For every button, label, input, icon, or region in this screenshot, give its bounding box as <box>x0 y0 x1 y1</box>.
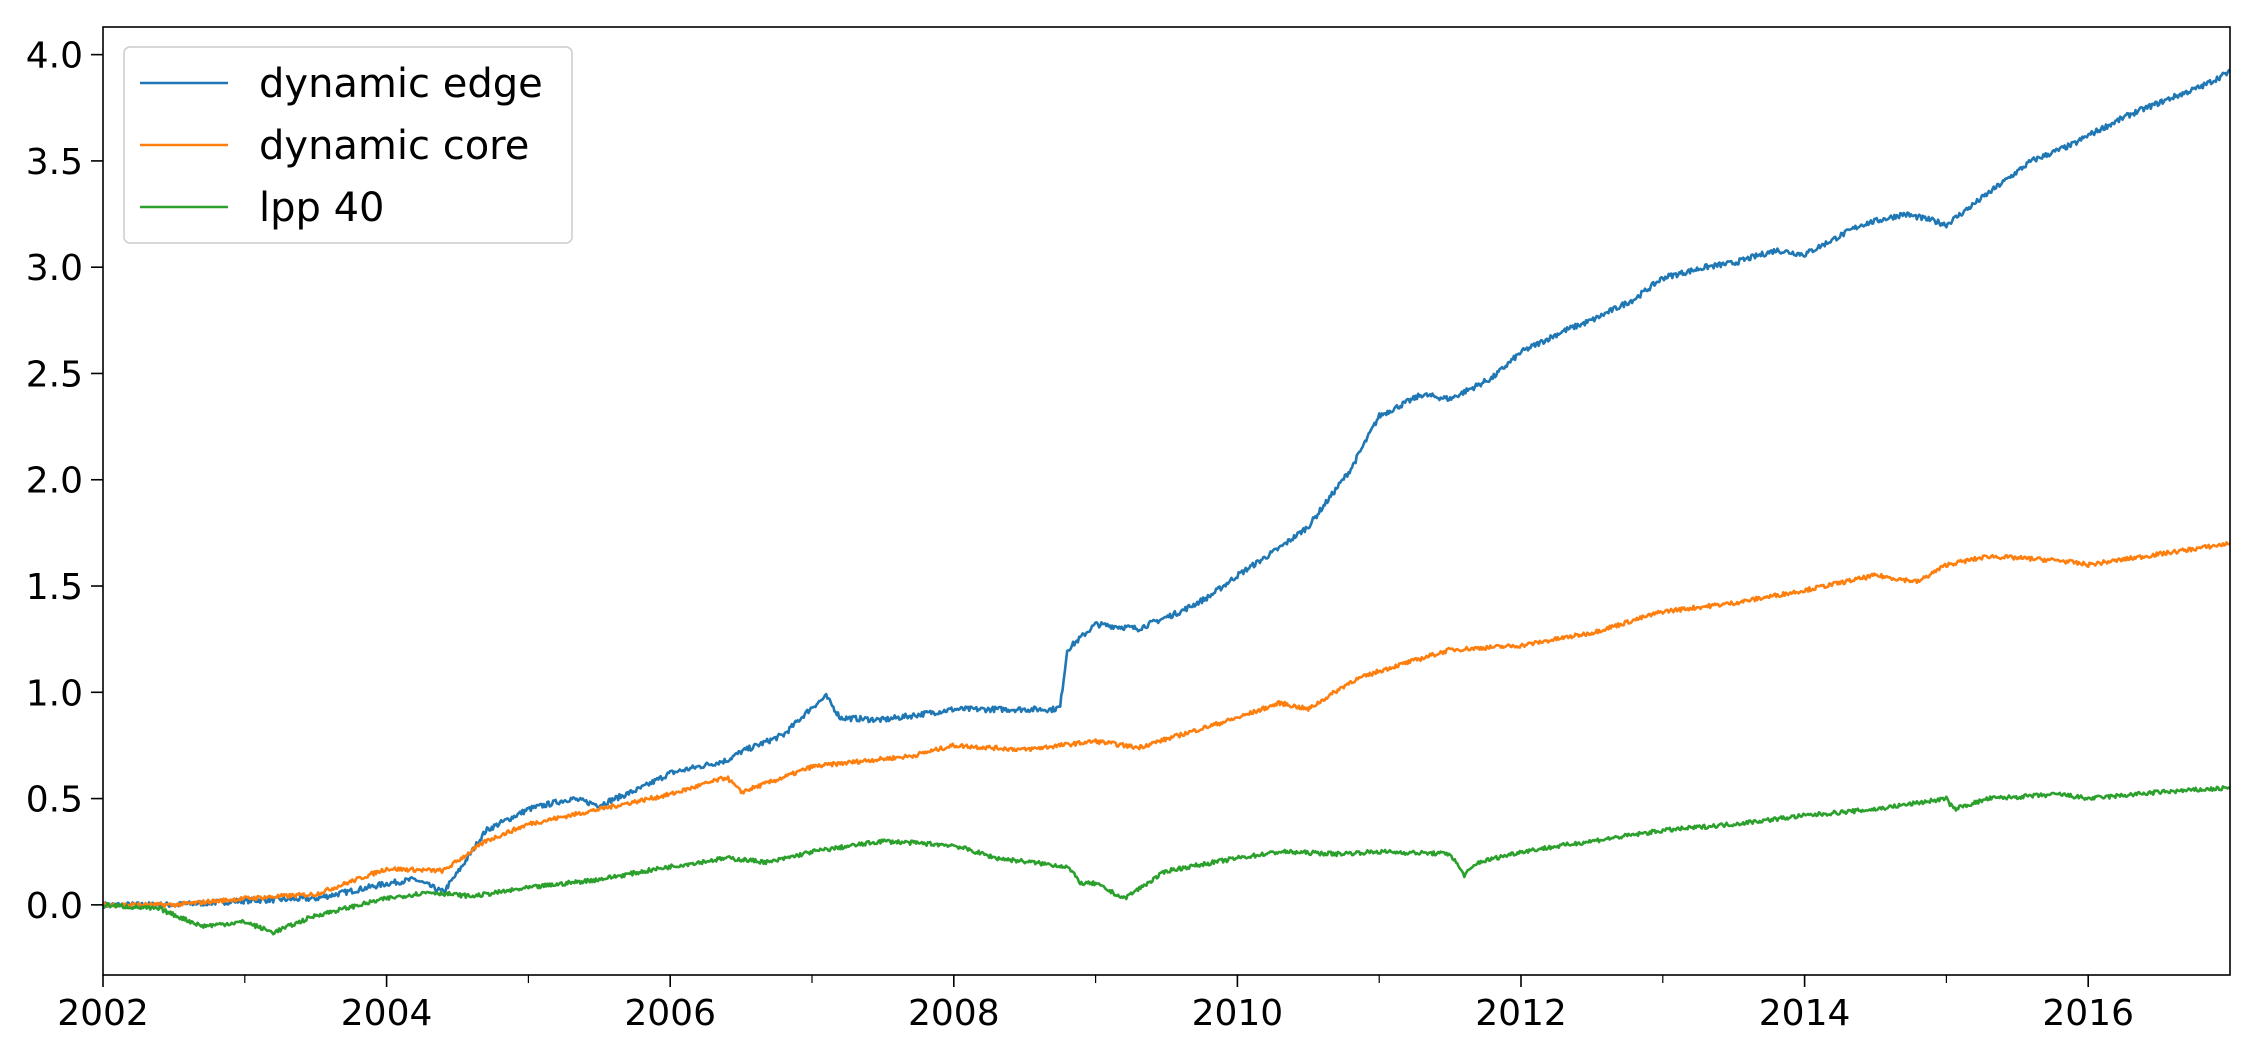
legend-label: dynamic edge <box>259 61 543 107</box>
x-tick-label: 2016 <box>2042 993 2134 1034</box>
series-line-dynamic-edge <box>101 68 2231 910</box>
x-tick-label: 2002 <box>57 993 149 1034</box>
x-tick-label: 2012 <box>1475 993 1567 1034</box>
x-tick-label: 2004 <box>341 993 433 1034</box>
series-line-dynamic-core <box>101 540 2231 909</box>
legend: dynamic edge dynamic core lpp 40 <box>123 46 573 244</box>
x-tick-label: 2006 <box>624 993 716 1034</box>
y-axis: 0.0 0.5 1.0 1.5 2.0 2.5 3.0 3.5 4.0 <box>26 36 103 927</box>
legend-label: lpp 40 <box>259 185 385 231</box>
legend-label: dynamic core <box>259 123 529 169</box>
legend-box <box>123 46 573 244</box>
y-tick-label: 4.0 <box>26 36 83 77</box>
series-layer <box>101 68 2231 936</box>
y-tick-label: 3.0 <box>26 248 83 289</box>
x-tick-label: 2010 <box>1192 993 1284 1034</box>
y-tick-label: 1.5 <box>26 567 83 608</box>
y-tick-label: 2.5 <box>26 354 83 395</box>
x-tick-label: 2014 <box>1759 993 1851 1034</box>
y-tick-label: 0.5 <box>26 780 83 821</box>
x-axis: 2002 2004 2006 2008 2010 2012 2014 2016 <box>57 975 2134 1034</box>
y-tick-label: 0.0 <box>26 886 83 927</box>
plot-frame <box>102 26 2231 976</box>
y-tick-label: 3.5 <box>26 142 83 183</box>
x-tick-label: 2008 <box>908 993 1000 1034</box>
y-tick-label: 2.0 <box>26 461 83 502</box>
series-line-lpp-40 <box>102 785 2231 936</box>
y-tick-label: 1.0 <box>26 673 83 714</box>
